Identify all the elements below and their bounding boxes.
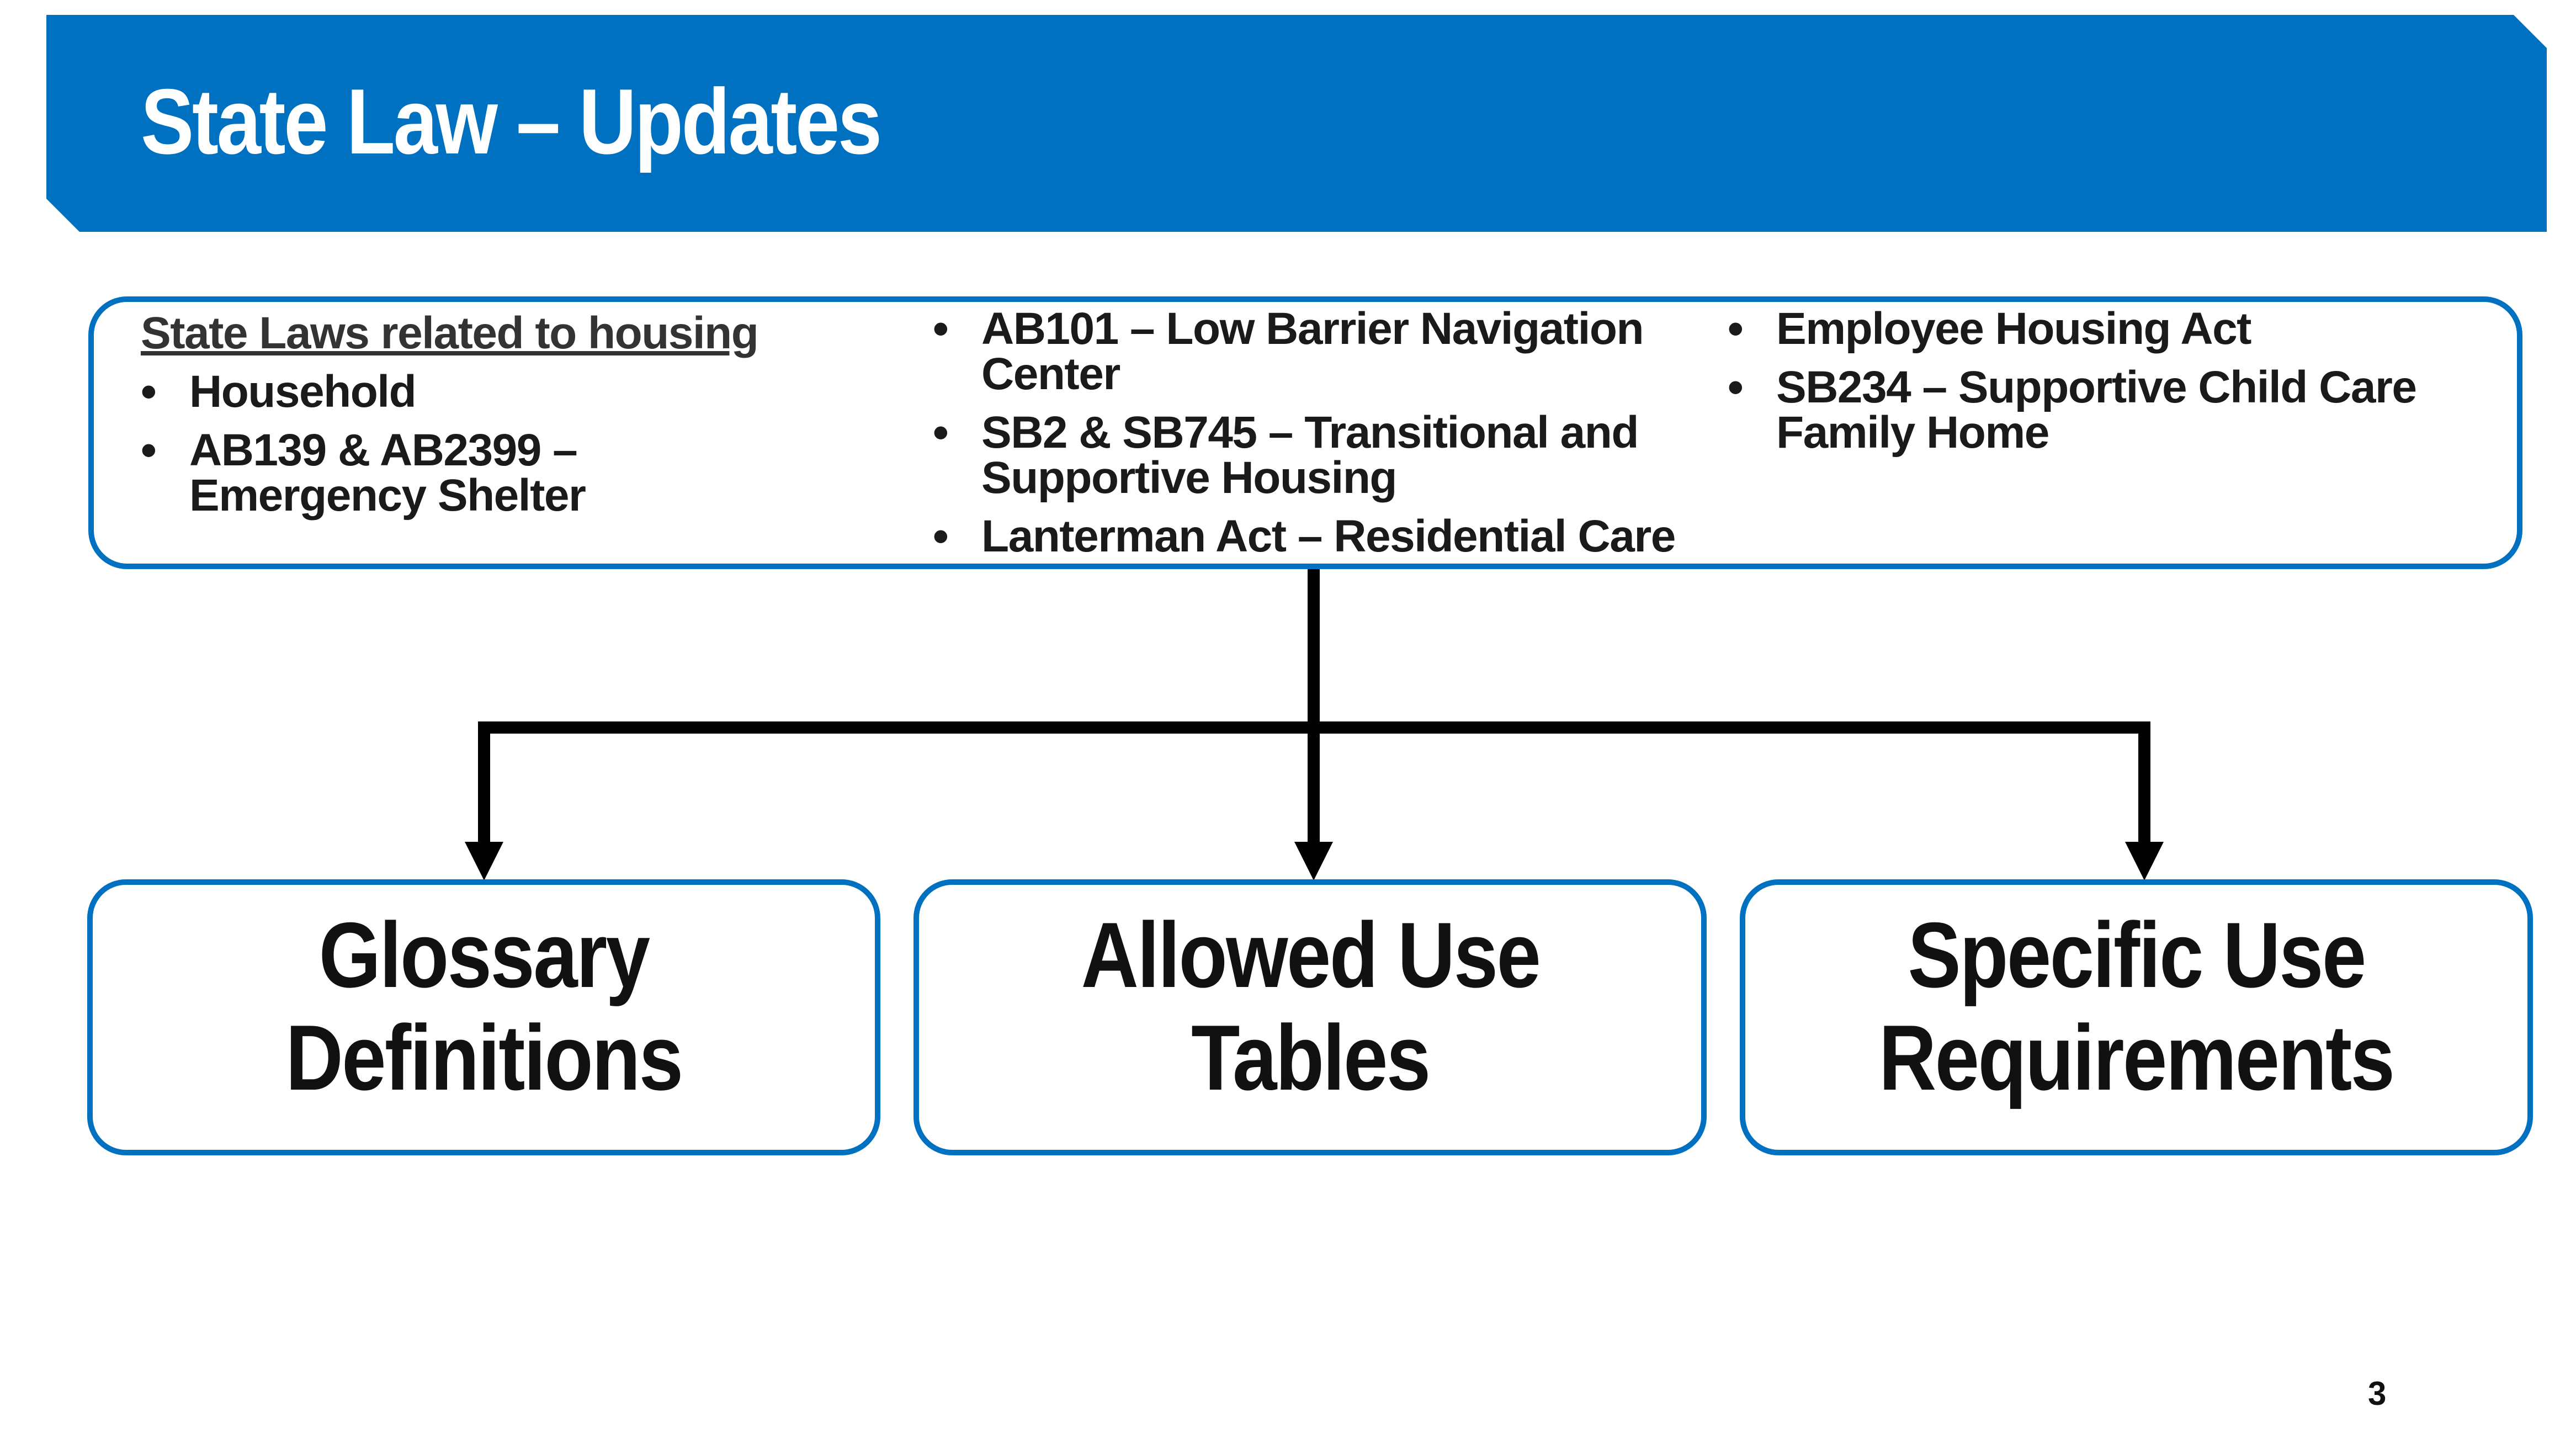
law-item: AB139 & AB2399 – Emergency Shelter: [141, 428, 824, 518]
law-item: Employee Housing Act: [1728, 306, 2500, 352]
laws-column-1: State Laws related to housing Household …: [141, 306, 913, 518]
law-item: AB101 – Low Barrier Navigation Center: [933, 306, 1644, 397]
laws-list-2: AB101 – Low Barrier Navigation Center SB…: [933, 306, 1706, 560]
laws-list-3: Employee Housing Act SB234 – Supportive …: [1728, 306, 2500, 455]
laws-column-2: AB101 – Low Barrier Navigation Center SB…: [933, 306, 1706, 560]
slide-title: State Law – Updates: [141, 70, 882, 173]
category-line: Requirements: [1879, 1006, 2395, 1110]
state-laws-box: State Laws related to housing Household …: [88, 296, 2522, 569]
category-line: Tables: [1191, 1006, 1431, 1110]
arrowhead-center: [1294, 842, 1333, 880]
laws-list-1: Household AB139 & AB2399 – Emergency She…: [141, 369, 913, 518]
laws-heading: State Laws related to housing: [141, 308, 759, 358]
laws-column-3: Employee Housing Act SB234 – Supportive …: [1728, 306, 2500, 455]
category-line: Allowed Use: [1081, 903, 1541, 1007]
page-number: 3: [2368, 1375, 2387, 1412]
law-item: SB2 & SB745 – Transitional and Supportiv…: [933, 410, 1644, 501]
law-item: SB234 – Supportive Child Care Family Hom…: [1728, 365, 2466, 455]
category-line: Glossary: [318, 903, 650, 1007]
category-line: Specific Use: [1908, 903, 2366, 1007]
law-item: Household: [141, 369, 913, 415]
title-banner: [46, 15, 2547, 232]
law-item: Lanterman Act – Residential Care: [933, 514, 1706, 560]
arrowhead-right: [2125, 842, 2164, 880]
category-line: Definitions: [285, 1006, 683, 1110]
specific-use-requirements-box: Specific Use Requirements: [1740, 879, 2533, 1155]
allowed-use-tables-box: Allowed Use Tables: [913, 879, 1707, 1155]
arrowhead-left: [465, 842, 503, 880]
glossary-definitions-box: Glossary Definitions: [87, 879, 880, 1155]
